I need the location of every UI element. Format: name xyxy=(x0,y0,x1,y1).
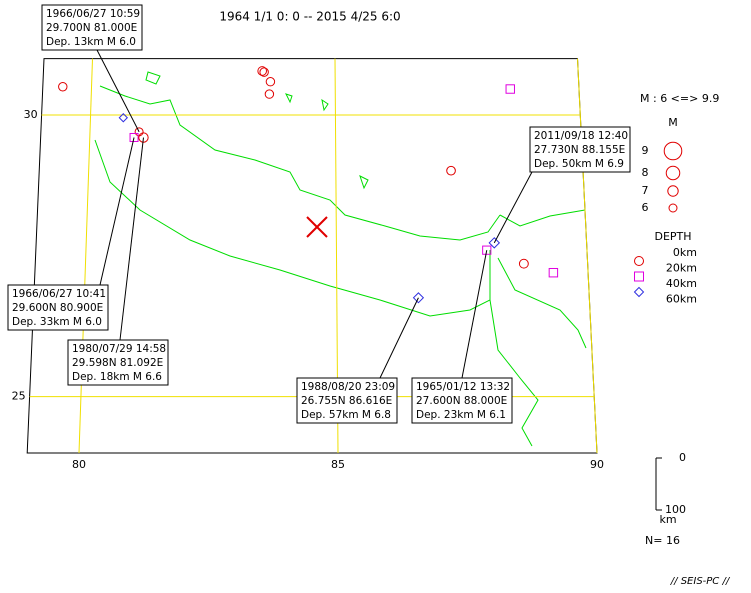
magnitude-symbol xyxy=(665,165,681,181)
callout-text: 29.600N 80.900E xyxy=(12,302,103,314)
callout-leader xyxy=(119,137,144,341)
callout-text: Dep. 23km M 6.1 xyxy=(416,409,506,421)
lat-tick-label: 30 xyxy=(24,108,38,121)
depth-scale-label: 0 xyxy=(679,451,686,464)
event-marker xyxy=(518,258,529,269)
callout-text: Dep. 33km M 6.0 xyxy=(12,316,102,328)
event-marker xyxy=(118,113,129,123)
depth-symbol xyxy=(634,256,644,266)
event-marker xyxy=(505,84,515,94)
callout-box xyxy=(529,126,631,173)
depth-title: DEPTH xyxy=(654,230,691,243)
callout-box xyxy=(41,4,143,51)
magnitude-label: 7 xyxy=(642,184,649,197)
border-line xyxy=(489,299,539,447)
callout-box xyxy=(411,377,513,424)
epicenter-stroke xyxy=(306,216,328,238)
magnitude-title: M xyxy=(668,116,678,129)
lake xyxy=(359,175,369,190)
lake xyxy=(321,98,329,112)
lon-tick-label: 85 xyxy=(331,458,345,471)
depth-label: 0km xyxy=(673,246,697,259)
magnitude-symbol xyxy=(668,203,678,213)
callout-text: 1988/08/20 23:09 xyxy=(301,381,395,393)
magnitude-label: 9 xyxy=(642,144,649,157)
callout-text: 1966/06/27 10:59 xyxy=(46,8,140,20)
magnitude-range: M : 6 <=> 9.9 xyxy=(640,92,719,105)
lon-tick-label: 90 xyxy=(590,458,604,471)
callout-leader xyxy=(96,49,140,133)
depth-label: 20km xyxy=(666,262,697,275)
callout-text: Dep. 13km M 6.0 xyxy=(46,36,136,48)
event-marker xyxy=(129,132,139,142)
grid-line xyxy=(78,58,93,454)
callout-text: 27.600N 88.000E xyxy=(416,395,507,407)
event-marker xyxy=(138,132,149,143)
callout-leader xyxy=(461,250,488,379)
callout-text: 27.730N 88.155E xyxy=(534,144,625,156)
border-line xyxy=(499,209,586,227)
footer: // SEIS-PC // xyxy=(670,576,731,587)
callout-box xyxy=(296,377,398,424)
callout-text: Dep. 50km M 6.9 xyxy=(534,158,624,170)
depth-label: 60km xyxy=(666,293,697,306)
magnitude-label: 6 xyxy=(642,201,649,214)
depth-scale-unit: km xyxy=(659,513,676,526)
depth-symbol xyxy=(633,286,645,298)
lake xyxy=(285,93,293,104)
event-marker xyxy=(446,165,456,176)
lake xyxy=(145,71,161,85)
callout-leader xyxy=(493,171,533,244)
callout-text: 1966/06/27 10:41 xyxy=(12,288,106,300)
callout-text: 1980/07/29 14:58 xyxy=(72,343,166,355)
callout-leader xyxy=(379,297,419,379)
callout-text: 26.755N 86.616E xyxy=(301,395,392,407)
callout-box xyxy=(67,339,169,386)
callout-text: Dep. 18km M 6.6 xyxy=(72,371,162,383)
magnitude-symbol xyxy=(667,185,679,197)
event-marker xyxy=(482,245,492,255)
callout-text: 1965/01/12 13:32 xyxy=(416,381,510,393)
event-count: N= 16 xyxy=(645,534,680,547)
event-marker xyxy=(265,76,276,87)
magnitude-symbol xyxy=(663,141,683,161)
event-marker xyxy=(488,237,501,249)
callout-text: 29.598N 81.092E xyxy=(72,357,163,369)
callout-text: Dep. 57km M 6.8 xyxy=(301,409,391,421)
depth-label: 40km xyxy=(666,277,697,290)
border-line xyxy=(94,139,491,317)
border-line xyxy=(497,257,587,349)
event-marker xyxy=(58,82,68,92)
callout-leader xyxy=(99,137,135,286)
event-marker xyxy=(412,292,425,304)
lon-tick-label: 80 xyxy=(72,458,86,471)
event-marker xyxy=(264,89,275,99)
callout-box xyxy=(7,284,109,331)
depth-scale-label: 100 xyxy=(665,503,686,516)
epicenter-mark xyxy=(306,216,328,238)
border-line xyxy=(99,85,501,241)
event-marker xyxy=(259,67,269,77)
borders xyxy=(94,71,587,447)
callout-text: 29.700N 81.000E xyxy=(46,22,137,34)
event-marker xyxy=(257,66,268,76)
callout-text: 2011/09/18 12:40 xyxy=(534,130,628,142)
title: 1964 1/1 0: 0 -- 2015 4/25 6:0 xyxy=(219,10,400,24)
event-marker xyxy=(548,267,559,278)
depth-symbol xyxy=(634,271,644,282)
grid-line xyxy=(577,58,598,454)
magnitude-label: 8 xyxy=(642,166,649,179)
lat-tick-label: 25 xyxy=(12,390,26,403)
